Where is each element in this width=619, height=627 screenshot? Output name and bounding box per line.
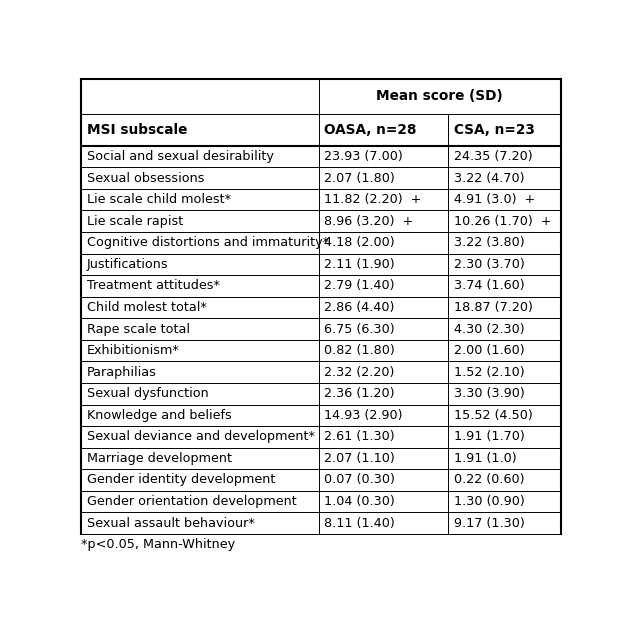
Text: Exhibitionism*: Exhibitionism* [87,344,180,357]
Text: 23.93 (7.00): 23.93 (7.00) [324,150,403,163]
Text: 3.30 (3.90): 3.30 (3.90) [454,387,525,400]
Text: Sexual dysfunction: Sexual dysfunction [87,387,209,400]
Text: OASA, n=28: OASA, n=28 [324,123,417,137]
Text: 6.75 (6.30): 6.75 (6.30) [324,322,395,335]
Text: *p<0.05, Mann-Whitney: *p<0.05, Mann-Whitney [81,538,235,551]
Text: 2.61 (1.30): 2.61 (1.30) [324,430,395,443]
Text: 4.18 (2.00): 4.18 (2.00) [324,236,395,250]
Text: Sexual assault behaviour*: Sexual assault behaviour* [87,517,255,530]
Text: 1.52 (2.10): 1.52 (2.10) [454,366,524,379]
Text: 4.91 (3.0)  +: 4.91 (3.0) + [454,193,535,206]
Text: 18.87 (7.20): 18.87 (7.20) [454,301,533,314]
Text: MSI subscale: MSI subscale [87,123,188,137]
Text: 2.30 (3.70): 2.30 (3.70) [454,258,525,271]
Text: Sexual obsessions: Sexual obsessions [87,172,204,184]
Text: 2.36 (1.20): 2.36 (1.20) [324,387,395,400]
Text: Rape scale total: Rape scale total [87,322,190,335]
Text: 0.82 (1.80): 0.82 (1.80) [324,344,395,357]
Text: Sexual deviance and development*: Sexual deviance and development* [87,430,315,443]
Text: 3.22 (3.80): 3.22 (3.80) [454,236,524,250]
Text: 2.32 (2.20): 2.32 (2.20) [324,366,395,379]
Text: 2.86 (4.40): 2.86 (4.40) [324,301,395,314]
Text: Cognitive distortions and immaturity*: Cognitive distortions and immaturity* [87,236,329,250]
Text: 3.22 (4.70): 3.22 (4.70) [454,172,524,184]
Text: 0.22 (0.60): 0.22 (0.60) [454,473,524,487]
Text: 0.07 (0.30): 0.07 (0.30) [324,473,396,487]
Text: 2.07 (1.80): 2.07 (1.80) [324,172,395,184]
Text: 1.30 (0.90): 1.30 (0.90) [454,495,525,508]
Text: 10.26 (1.70)  +: 10.26 (1.70) + [454,214,552,228]
Text: 11.82 (2.20)  +: 11.82 (2.20) + [324,193,422,206]
Text: Gender orientation development: Gender orientation development [87,495,297,508]
Text: 14.93 (2.90): 14.93 (2.90) [324,409,403,422]
Text: 15.52 (4.50): 15.52 (4.50) [454,409,533,422]
Text: 2.00 (1.60): 2.00 (1.60) [454,344,524,357]
Text: 2.79 (1.40): 2.79 (1.40) [324,280,395,292]
Text: Social and sexual desirability: Social and sexual desirability [87,150,274,163]
Text: 1.91 (1.70): 1.91 (1.70) [454,430,525,443]
Text: 9.17 (1.30): 9.17 (1.30) [454,517,525,530]
Text: Gender identity development: Gender identity development [87,473,275,487]
Text: Lie scale child molest*: Lie scale child molest* [87,193,231,206]
Text: 24.35 (7.20): 24.35 (7.20) [454,150,532,163]
Text: Lie scale rapist: Lie scale rapist [87,214,183,228]
Text: 4.30 (2.30): 4.30 (2.30) [454,322,524,335]
Text: Justifications: Justifications [87,258,168,271]
Text: Knowledge and beliefs: Knowledge and beliefs [87,409,232,422]
Text: 8.11 (1.40): 8.11 (1.40) [324,517,395,530]
Text: Marriage development: Marriage development [87,452,232,465]
Text: Paraphilias: Paraphilias [87,366,157,379]
Text: 1.04 (0.30): 1.04 (0.30) [324,495,395,508]
Text: 3.74 (1.60): 3.74 (1.60) [454,280,524,292]
Text: 2.11 (1.90): 2.11 (1.90) [324,258,395,271]
Text: Treatment attitudes*: Treatment attitudes* [87,280,220,292]
Text: CSA, n=23: CSA, n=23 [454,123,535,137]
Text: Child molest total*: Child molest total* [87,301,207,314]
Text: 2.07 (1.10): 2.07 (1.10) [324,452,395,465]
Text: 1.91 (1.0): 1.91 (1.0) [454,452,517,465]
Text: Mean score (SD): Mean score (SD) [376,90,503,103]
Text: 8.96 (3.20)  +: 8.96 (3.20) + [324,214,413,228]
